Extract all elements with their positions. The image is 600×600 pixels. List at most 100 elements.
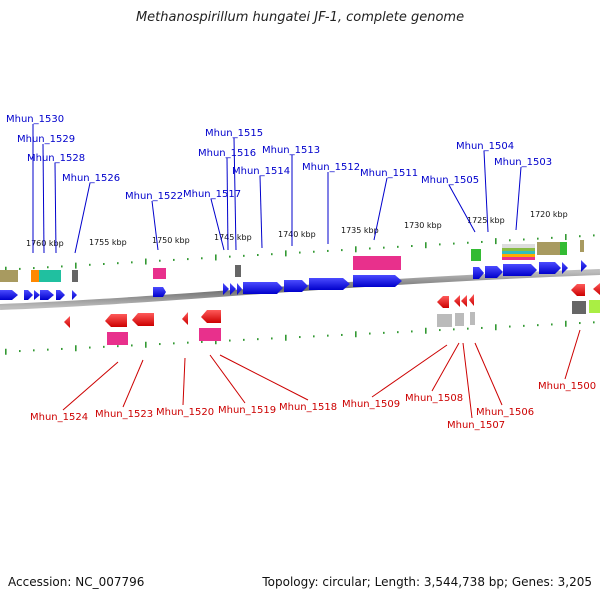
ruler-tick	[579, 322, 581, 325]
gene-arrow	[309, 278, 350, 290]
ruler-tick	[537, 237, 539, 240]
gene-arrow	[353, 275, 402, 287]
ruler-tick	[33, 349, 35, 352]
ruler-tick	[397, 245, 399, 248]
gene-label[interactable]: Mhun_1506	[476, 407, 534, 418]
ruler-tick	[523, 238, 525, 241]
leader-line	[259, 175, 263, 249]
gene-label[interactable]: Mhun_1516	[198, 148, 256, 159]
ruler-tick	[355, 246, 357, 253]
gene-block	[0, 270, 18, 282]
gene-label[interactable]: Mhun_1500	[538, 381, 596, 392]
ruler-tick	[299, 251, 301, 254]
ruler-tick	[369, 247, 371, 250]
ruler-tick	[495, 324, 497, 331]
leader-line	[371, 344, 448, 398]
gene-block	[107, 332, 128, 345]
gene-block	[580, 240, 584, 252]
gene-label[interactable]: Mhun_1522	[125, 191, 183, 202]
ruler-tick	[131, 344, 133, 347]
gene-label[interactable]: Mhun_1509	[342, 399, 400, 410]
gene-arrow	[105, 314, 127, 327]
ruler-tick	[285, 250, 287, 257]
ruler-tick	[271, 337, 273, 340]
gene-label[interactable]: Mhun_1520	[156, 407, 214, 418]
forward-genes	[0, 240, 587, 300]
reverse-scale-ruler	[5, 320, 595, 355]
gene-arrow	[437, 296, 449, 308]
ruler-tick	[565, 234, 567, 241]
ruler-tick	[327, 249, 329, 252]
ruler-tick	[33, 267, 35, 270]
ruler-tick	[201, 340, 203, 343]
gene-label[interactable]: Mhun_1519	[218, 405, 276, 416]
ruler-tick	[215, 254, 217, 261]
gene-arrow	[571, 284, 585, 296]
gene-label[interactable]: Mhun_1507	[447, 420, 505, 431]
ruler-tick	[243, 338, 245, 341]
gene-label[interactable]: Mhun_1515	[205, 128, 263, 139]
leader-line	[122, 359, 144, 408]
ruler-tick	[579, 235, 581, 238]
gene-arrow	[593, 283, 600, 295]
gene-arrow	[469, 294, 474, 306]
ruler-tick	[47, 348, 49, 351]
kbp-label: 1735 kbp	[341, 226, 379, 235]
gene-block	[455, 313, 464, 326]
gene-label[interactable]: Mhun_1526	[62, 173, 120, 184]
gene-arrow	[485, 266, 503, 278]
gene-label[interactable]: Mhun_1512	[302, 162, 360, 173]
gene-block	[589, 300, 600, 313]
gene-label[interactable]: Mhun_1504	[456, 141, 514, 152]
ruler-tick	[383, 331, 385, 334]
gene-label[interactable]: Mhun_1514	[232, 166, 290, 177]
reverse-gene-labels: Mhun_1524 Mhun_1523 Mhun_1520 Mhun_1519 Mhun…	[30, 381, 596, 431]
gene-arrow	[64, 316, 70, 328]
leader-line	[210, 198, 225, 251]
gene-arrow	[201, 310, 221, 323]
ruler-tick	[355, 331, 357, 338]
gene-label[interactable]: Mhun_1508	[405, 393, 463, 404]
ruler-tick	[551, 236, 553, 239]
gene-label[interactable]: Mhun_1511	[360, 168, 418, 179]
gene-label[interactable]: Mhun_1524	[30, 412, 88, 423]
forward-scale-ruler	[5, 234, 595, 273]
kbp-label: 1760 kbp	[26, 239, 64, 248]
ruler-tick	[257, 254, 259, 257]
ruler-tick	[383, 246, 385, 249]
ruler-tick	[313, 250, 315, 253]
gene-label[interactable]: Mhun_1513	[262, 145, 320, 156]
gene-arrow	[562, 262, 568, 274]
kbp-label: 1740 kbp	[278, 230, 316, 239]
gene-label[interactable]: Mhun_1529	[17, 134, 75, 145]
gene-arrow	[24, 290, 33, 300]
gene-arrow	[230, 283, 236, 295]
gene-label[interactable]: Mhun_1518	[279, 402, 337, 413]
gene-block	[353, 256, 401, 270]
ruler-tick	[271, 253, 273, 256]
gene-label[interactable]: Mhun_1523	[95, 409, 153, 420]
kbp-label: 1730 kbp	[404, 221, 442, 230]
gene-label[interactable]: Mhun_1517	[183, 189, 241, 200]
ruler-tick	[19, 267, 21, 270]
gene-label[interactable]: Mhun_1505	[421, 175, 479, 186]
leader-line	[448, 184, 476, 233]
kbp-labels: 1760 kbp 1755 kbp 1750 kbp 1745 kbp 1740 kbp…	[26, 210, 568, 248]
gene-arrow	[56, 290, 65, 300]
gene-label[interactable]: Mhun_1503	[494, 157, 552, 168]
gene-label[interactable]: Mhun_1528	[27, 153, 85, 164]
ruler-tick	[411, 330, 413, 333]
leader-line	[373, 177, 388, 241]
gene-label[interactable]: Mhun_1530	[6, 114, 64, 125]
gene-arrow	[539, 262, 561, 274]
kbp-label: 1745 kbp	[214, 233, 252, 242]
kbp-label: 1750 kbp	[152, 236, 190, 245]
gene-arrow	[284, 280, 308, 292]
gene-block	[471, 249, 481, 261]
leader-line	[474, 342, 503, 406]
accession-text: Accession: NC_007796	[8, 575, 145, 589]
leader-line	[151, 200, 159, 251]
ruler-tick	[481, 240, 483, 243]
gene-block	[199, 328, 221, 341]
